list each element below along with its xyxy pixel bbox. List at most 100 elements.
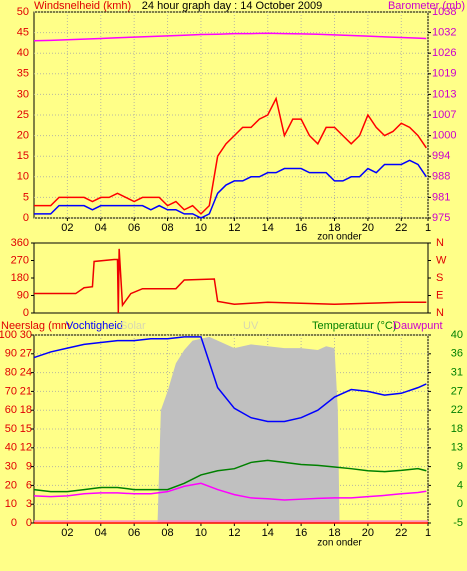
x-tick-label: 20 [362, 222, 374, 234]
y-tick-label: 60 [5, 404, 17, 416]
x-tick-label: 18 [328, 222, 340, 234]
y-tick-label: 0 [26, 517, 32, 529]
x-tick-label: 16 [295, 527, 307, 539]
y-tick-label: 981 [432, 191, 450, 203]
series-line [33, 336, 427, 423]
series-line [33, 459, 427, 493]
x-tick-label: 18 [328, 527, 340, 539]
y-tick-label: 20 [17, 130, 29, 142]
y-label: Windsnelheid (kmh) [34, 0, 131, 12]
y-tick-label: 22 [451, 404, 463, 416]
y-tick-label: 994 [432, 150, 450, 162]
x-tick-label: 06 [128, 222, 140, 234]
annotation: zon onder [317, 232, 362, 243]
annotation: zon onder [317, 538, 362, 549]
y-tick-label: S [436, 272, 443, 284]
x-tick-label: 14 [262, 222, 274, 234]
y-tick-label: 975 [432, 212, 450, 224]
y-tick-label: 40 [5, 442, 17, 454]
y-tick-label: 25 [17, 109, 29, 121]
y-tick-label: 40 [451, 329, 463, 341]
y-tick-label: 180 [11, 272, 29, 284]
y-tick-label: 13 [451, 442, 463, 454]
solar-area [157, 336, 340, 523]
x-tick-label: 04 [95, 527, 107, 539]
y-tick-label: 90 [5, 348, 17, 360]
y-tick-label: 21 [20, 385, 32, 397]
y-tick-label: 3 [26, 498, 32, 510]
x-tick-label: 1 [425, 527, 431, 539]
y-tick-label: 18 [20, 404, 32, 416]
y-tick-label: 30 [20, 329, 32, 341]
plot-frame [33, 11, 429, 219]
x-tick-label: 02 [61, 222, 73, 234]
y-tick-label: 270 [11, 254, 29, 266]
y-tick-label: 90 [17, 289, 29, 301]
y-tick-label: 31 [451, 367, 463, 379]
legend-label: Vochtigheid [66, 320, 123, 332]
y-tick-label: 18 [451, 423, 463, 435]
y-tick-label: 40 [17, 47, 29, 59]
series-line [33, 482, 427, 501]
y-tick-label: 9 [26, 461, 32, 473]
x-tick-label: 16 [295, 222, 307, 234]
series-line [34, 159, 427, 219]
y-tick-label: N [436, 237, 444, 249]
y-tick-label: 27 [451, 385, 463, 397]
y-tick-label: 80 [5, 367, 17, 379]
y-tick-label: 1013 [432, 88, 456, 100]
y-tick-label: 4 [457, 479, 463, 491]
y-tick-label: 1026 [432, 47, 456, 59]
y-tick-label: N [436, 307, 444, 319]
y-tick-label: 1038 [432, 6, 456, 18]
x-tick-label: 08 [161, 222, 173, 234]
series-line [34, 96, 427, 215]
y-tick-label: 50 [5, 423, 17, 435]
y-tick-label: 15 [17, 150, 29, 162]
y-tick-label: 1019 [432, 68, 456, 80]
x-tick-label: 20 [362, 527, 374, 539]
legend-label: UV [243, 320, 259, 332]
y-tick-label: 100 [0, 329, 17, 341]
plot-frame [33, 242, 429, 314]
x-tick-label: 14 [262, 527, 274, 539]
y-tick-label: 360 [11, 237, 29, 249]
y-tick-label: W [436, 254, 447, 266]
series-line [34, 248, 427, 314]
x-tick-label: 02 [61, 527, 73, 539]
x-tick-label: 22 [395, 527, 407, 539]
y-tick-label: 50 [17, 6, 29, 18]
legend-label: Dauwpunt [393, 320, 443, 332]
y-tick-label: 0 [23, 307, 29, 319]
x-tick-label: 04 [95, 222, 107, 234]
x-tick-label: 12 [228, 527, 240, 539]
y-tick-label: 12 [20, 442, 32, 454]
y-tick-label: 10 [5, 498, 17, 510]
legend-label: Neerslag (mm [1, 320, 70, 332]
y-tick-label: E [436, 289, 443, 301]
x-tick-label: 22 [395, 222, 407, 234]
y-tick-label: 30 [5, 461, 17, 473]
x-tick-label: 08 [161, 527, 173, 539]
series-line [33, 32, 427, 42]
y2-label: Barometer (mb) [388, 0, 465, 12]
x-tick-label: 06 [128, 527, 140, 539]
title: 24 hour graph day : 14 October 2009 [142, 0, 322, 12]
y-tick-label: 0 [457, 498, 463, 510]
y-tick-label: 988 [432, 171, 450, 183]
y-tick-label: 0 [11, 517, 17, 529]
y-tick-label: 1007 [432, 109, 456, 121]
y-tick-label: 45 [17, 27, 29, 39]
y-tick-label: 1032 [432, 26, 456, 38]
y-tick-label: -5 [453, 517, 463, 529]
y-tick-label: 15 [20, 423, 32, 435]
y-tick-label: 36 [451, 348, 463, 360]
y-tick-label: 5 [23, 191, 29, 203]
x-tick-label: 12 [228, 222, 240, 234]
y-tick-label: 0 [23, 212, 29, 224]
x-tick-label: 10 [195, 527, 207, 539]
legend-label: Solar [120, 320, 146, 332]
x-tick-label: 10 [195, 222, 207, 234]
